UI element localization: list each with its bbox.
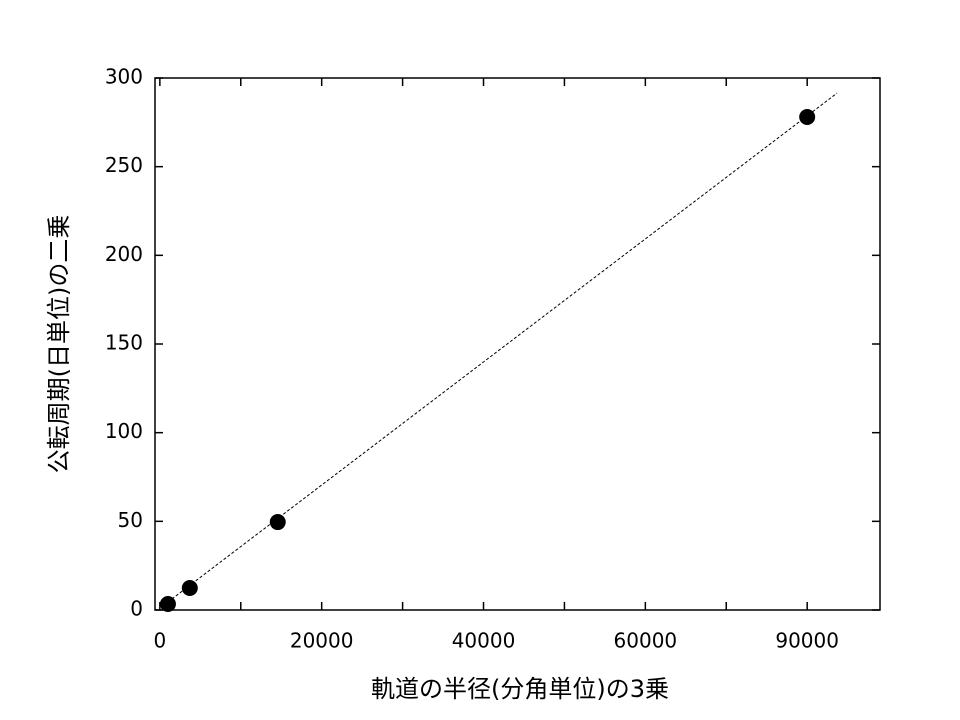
point (181, 580, 198, 597)
y-tick-label: 0 (130, 597, 143, 621)
x-tick-label: 20000 (290, 629, 354, 653)
y-tick-label: 150 (105, 331, 143, 355)
fit-line (163, 92, 838, 606)
x-tick-label: 0 (153, 629, 166, 653)
x-tick-label: 90000 (775, 629, 839, 653)
point (269, 514, 286, 531)
point (799, 109, 816, 126)
x-axis-title: 軌道の半径(分角単位)の3乗 (371, 675, 669, 703)
x-tick-label: 40000 (452, 629, 516, 653)
y-tick-label: 300 (105, 65, 143, 89)
y-tick-label: 100 (105, 419, 143, 443)
y-tick-label: 250 (105, 153, 143, 177)
y-tick-label: 200 (105, 242, 143, 266)
plot-frame (154, 77, 881, 611)
point (159, 595, 176, 612)
y-axis-title: 公転周期(日単位)の二乗 (45, 215, 73, 474)
x-tick-label: 60000 (614, 629, 678, 653)
y-tick-label: 50 (118, 508, 143, 532)
